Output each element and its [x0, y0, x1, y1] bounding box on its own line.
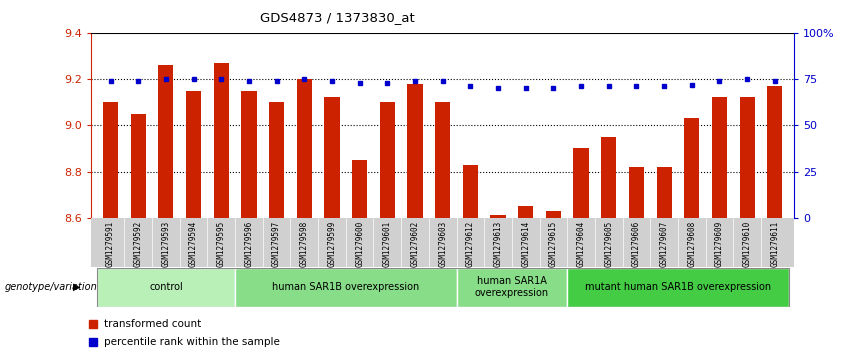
- Bar: [235, 268, 457, 307]
- Bar: [457, 268, 568, 307]
- Bar: [96, 268, 235, 307]
- Text: GSM1279595: GSM1279595: [217, 220, 226, 266]
- Text: GSM1279598: GSM1279598: [299, 220, 309, 266]
- Text: GSM1279597: GSM1279597: [272, 220, 281, 266]
- Text: percentile rank within the sample: percentile rank within the sample: [104, 337, 280, 347]
- Bar: [490, 216, 506, 218]
- Bar: [463, 164, 478, 218]
- Bar: [435, 102, 450, 218]
- Text: GSM1279608: GSM1279608: [687, 220, 696, 266]
- Bar: [379, 102, 395, 218]
- Bar: [407, 83, 423, 218]
- Bar: [269, 102, 284, 218]
- Text: GSM1279599: GSM1279599: [327, 220, 337, 266]
- Text: control: control: [149, 282, 183, 292]
- Text: GSM1279594: GSM1279594: [189, 220, 198, 266]
- Text: GSM1279611: GSM1279611: [770, 220, 779, 266]
- Bar: [656, 167, 672, 218]
- Bar: [103, 102, 118, 218]
- Bar: [712, 97, 727, 218]
- Text: GSM1279605: GSM1279605: [604, 220, 614, 266]
- Text: GSM1279615: GSM1279615: [549, 220, 558, 266]
- Text: GSM1279602: GSM1279602: [411, 220, 419, 266]
- Text: human SAR1A
overexpression: human SAR1A overexpression: [475, 276, 549, 298]
- Text: transformed count: transformed count: [104, 319, 201, 329]
- Text: GSM1279604: GSM1279604: [576, 220, 586, 266]
- Bar: [186, 90, 201, 218]
- Text: GSM1279591: GSM1279591: [106, 220, 115, 266]
- Text: mutant human SAR1B overexpression: mutant human SAR1B overexpression: [585, 282, 771, 292]
- Bar: [684, 118, 700, 218]
- Text: genotype/variation: genotype/variation: [4, 282, 97, 292]
- Bar: [297, 79, 312, 218]
- Bar: [325, 97, 339, 218]
- Text: GSM1279610: GSM1279610: [743, 220, 752, 266]
- Bar: [518, 206, 533, 218]
- Text: GSM1279603: GSM1279603: [438, 220, 447, 266]
- Bar: [546, 211, 561, 218]
- Text: GDS4873 / 1373830_at: GDS4873 / 1373830_at: [260, 11, 415, 24]
- Bar: [241, 90, 257, 218]
- Bar: [352, 160, 367, 218]
- Text: human SAR1B overexpression: human SAR1B overexpression: [273, 282, 419, 292]
- Text: GSM1279600: GSM1279600: [355, 220, 365, 266]
- Bar: [130, 114, 146, 218]
- Bar: [158, 65, 174, 218]
- Text: GSM1279612: GSM1279612: [466, 220, 475, 266]
- Text: GSM1279601: GSM1279601: [383, 220, 391, 266]
- Bar: [767, 86, 782, 218]
- Text: GSM1279606: GSM1279606: [632, 220, 641, 266]
- Text: GSM1279607: GSM1279607: [660, 220, 668, 266]
- Text: GSM1279614: GSM1279614: [521, 220, 530, 266]
- Bar: [214, 63, 229, 218]
- Bar: [568, 268, 789, 307]
- Bar: [628, 167, 644, 218]
- Bar: [740, 97, 755, 218]
- Text: GSM1279609: GSM1279609: [715, 220, 724, 266]
- Text: GSM1279592: GSM1279592: [134, 220, 142, 266]
- Text: GSM1279593: GSM1279593: [161, 220, 170, 266]
- Text: GSM1279613: GSM1279613: [494, 220, 503, 266]
- Text: ▶: ▶: [73, 282, 81, 292]
- Bar: [574, 148, 589, 218]
- Text: GSM1279596: GSM1279596: [245, 220, 253, 266]
- Bar: [602, 137, 616, 218]
